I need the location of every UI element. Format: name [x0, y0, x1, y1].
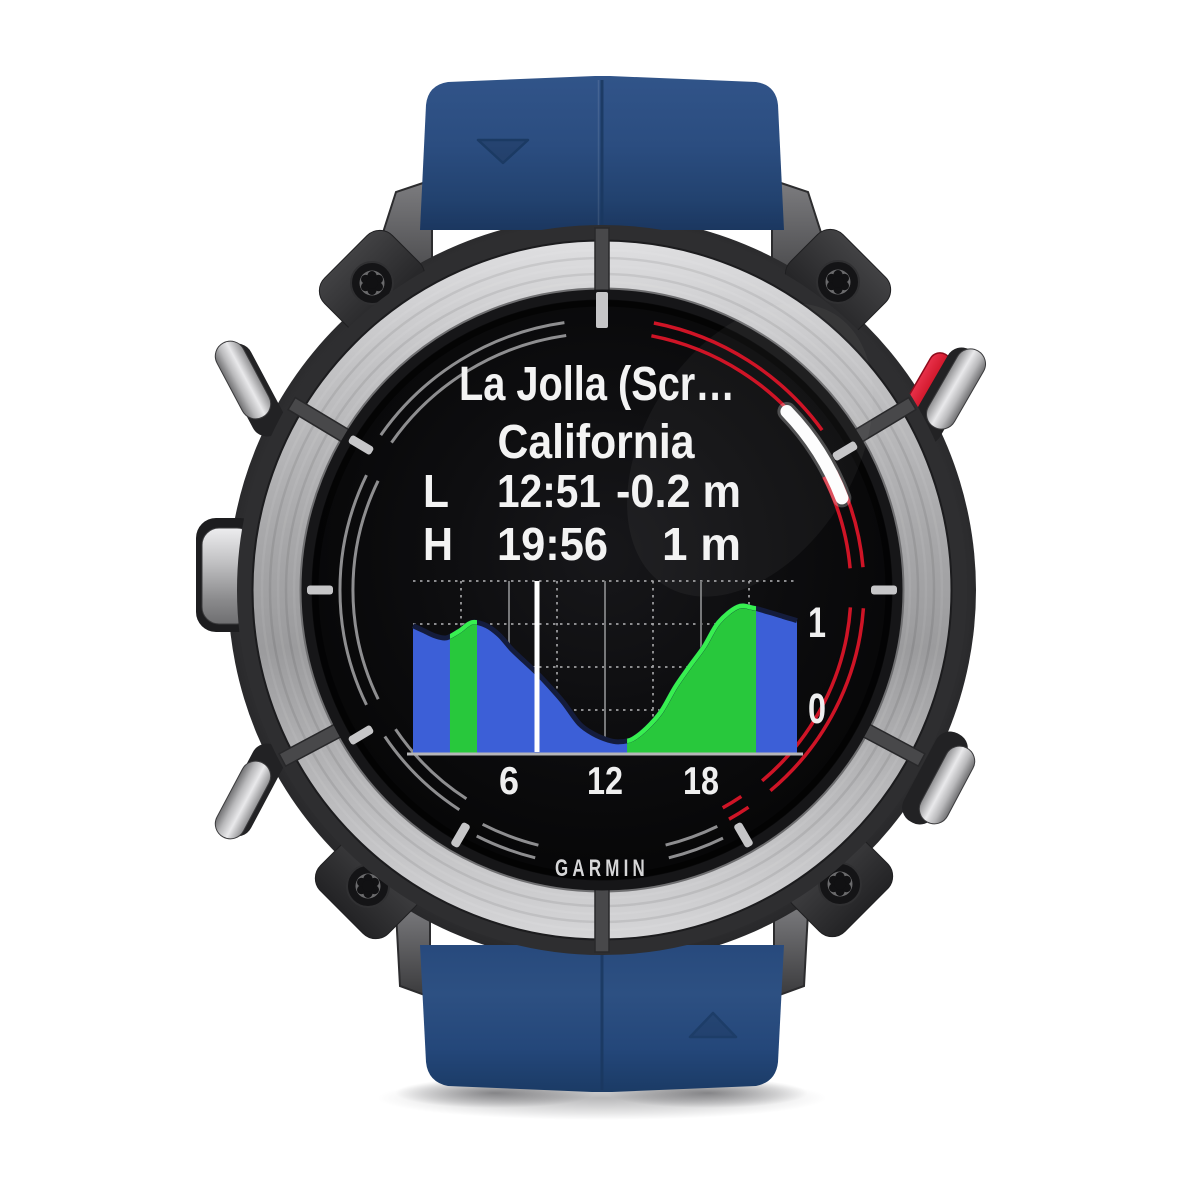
tide-location-region: California [498, 416, 695, 469]
high-tide-height: 1 m [662, 518, 741, 570]
glass-sheen [627, 303, 873, 597]
x-axis-tick-label: 6 [499, 760, 519, 803]
screw-icon [350, 261, 394, 305]
button-back[interactable] [897, 726, 980, 830]
brand-logo: GARMIN [555, 855, 649, 882]
dial-arc-segment [379, 321, 565, 436]
x-axis-tick-label: 12 [587, 760, 623, 803]
dial-arc-segment [383, 735, 461, 811]
tide-chart: 6 12 18 1 0 [407, 580, 826, 803]
low-tide-time: 12:51 [497, 465, 601, 517]
dial-tick-marks [307, 292, 897, 848]
brand-flank-line [476, 834, 536, 860]
strap-triangle-marker-icon [476, 138, 530, 165]
button-start[interactable] [903, 342, 991, 451]
button-light[interactable] [210, 336, 290, 442]
strap-triangle-marker-icon [688, 1011, 738, 1039]
high-tide-label: H [423, 518, 453, 570]
low-tide-label: L [423, 465, 449, 517]
tide-widget: La Jolla (Scr… California L 12:51 -0.2 m… [423, 358, 741, 570]
scroll-indicator-arc [780, 405, 849, 505]
brand-flank-line [668, 836, 724, 860]
button-down[interactable] [210, 738, 290, 844]
tick-12-oclock [596, 292, 608, 328]
high-tide-time: 19:56 [497, 518, 608, 570]
low-tide-height: -0.2 m [616, 465, 741, 517]
bezel-dividers [278, 227, 926, 953]
y-axis-tick-label: 0 [808, 685, 826, 733]
tide-location-name: La Jolla (Scr… [459, 358, 735, 411]
watch-screen[interactable]: La Jolla (Scr… California L 12:51 -0.2 m… [307, 259, 924, 882]
screw-icon [816, 260, 860, 304]
dial-arc-segment [338, 474, 368, 706]
strap-bottom [420, 945, 784, 1092]
y-axis-tick-label: 1 [808, 599, 826, 647]
x-axis-tick-label: 18 [683, 760, 719, 803]
strap-top [420, 76, 784, 230]
